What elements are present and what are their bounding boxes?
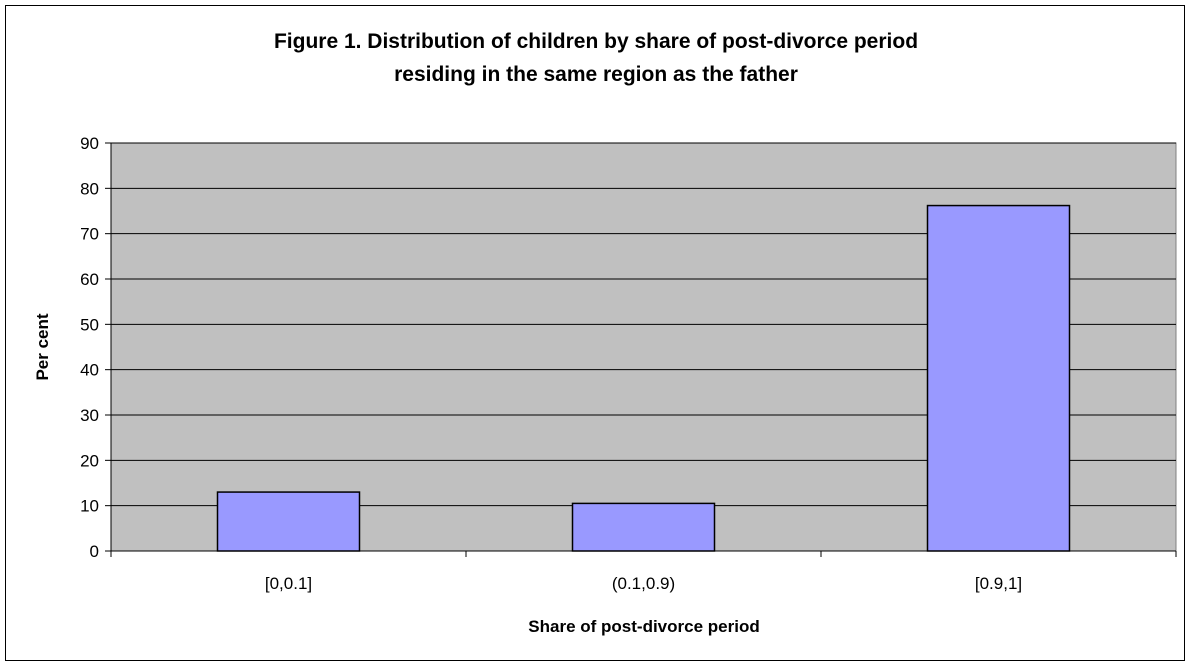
bar — [926, 204, 1071, 552]
x-tick-labels: [0,0.1] (0.1,0.9) [0.9,1] — [265, 574, 1022, 593]
y-tick-label: 20 — [80, 451, 99, 470]
y-axis-title: Per cent — [33, 313, 52, 380]
x-axis-title: Share of post-divorce period — [528, 617, 759, 636]
y-tick-label: 60 — [80, 270, 99, 289]
y-tick-label: 50 — [80, 315, 99, 334]
axes — [105, 142, 1177, 557]
y-tick-labels: 0 10 20 30 40 50 60 70 80 90 — [80, 134, 99, 561]
x-tick-label: [0,0.1] — [265, 574, 312, 593]
x-tick-label: (0.1,0.9) — [612, 574, 675, 593]
y-tick-label: 80 — [80, 179, 99, 198]
y-tick-label: 70 — [80, 225, 99, 244]
y-tick-label: 0 — [90, 542, 99, 561]
y-tick-label: 90 — [80, 134, 99, 153]
bar — [571, 502, 716, 552]
bars — [216, 204, 1071, 552]
y-tick-label: 30 — [80, 406, 99, 425]
chart-title-line-2: residing in the same region as the fathe… — [394, 63, 798, 86]
chart-title-line-1: Figure 1. Distribution of children by sh… — [274, 30, 918, 53]
x-tick-label: [0.9,1] — [975, 574, 1022, 593]
bar — [216, 491, 361, 552]
y-tick-label: 10 — [80, 497, 99, 516]
y-tick-label: 40 — [80, 361, 99, 380]
